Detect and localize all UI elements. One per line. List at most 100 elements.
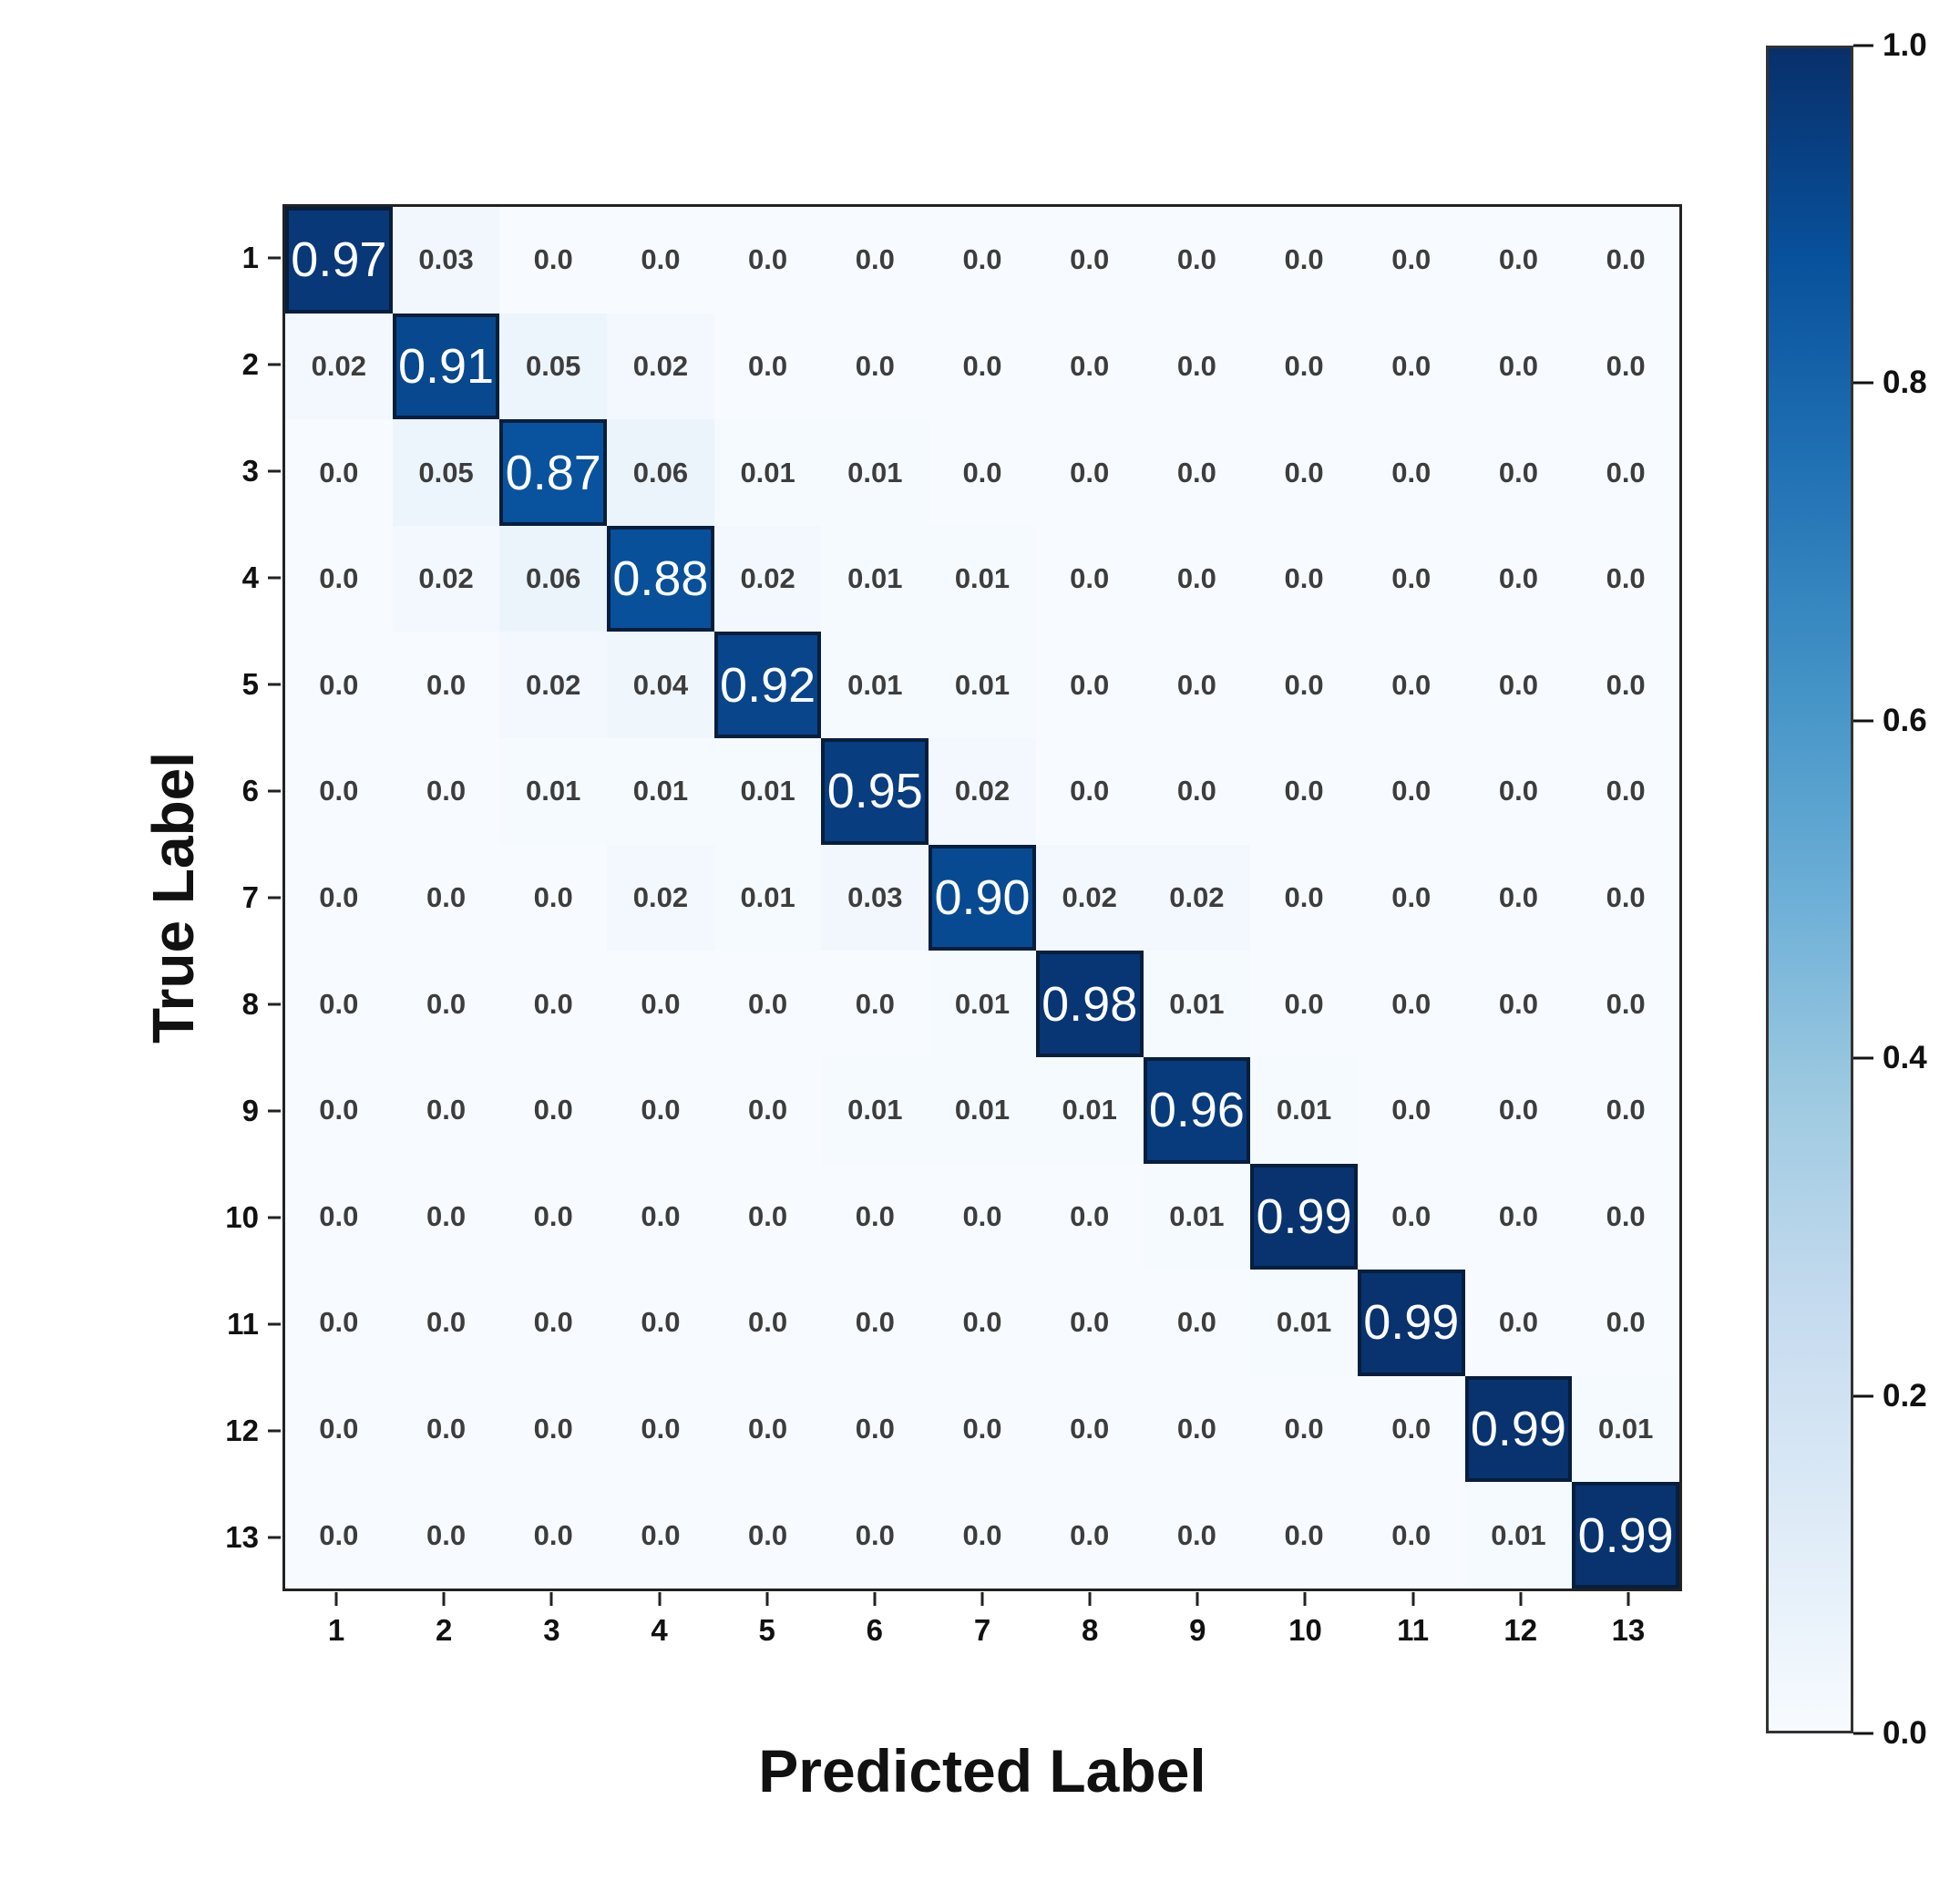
matrix-cell-r5c1: 0.0 [285, 632, 393, 739]
matrix-cell-r3c1: 0.0 [285, 419, 393, 526]
matrix-cell-r12c7: 0.0 [929, 1375, 1036, 1483]
matrix-cell-r6c1: 0.0 [285, 738, 393, 845]
matrix-cell-r4c4: 0.88 [607, 525, 714, 632]
matrix-cell-r4c8: 0.0 [1035, 525, 1144, 632]
x-tick-mark-11 [1411, 1592, 1415, 1606]
colorbar-tick-mark-0.2 [1853, 1394, 1873, 1398]
matrix-cell-r4c5: 0.02 [713, 525, 822, 632]
matrix-cell-r13c6: 0.0 [821, 1482, 929, 1589]
x-tick-label-12: 12 [1503, 1613, 1538, 1647]
matrix-cell-r3c12: 0.0 [1464, 419, 1573, 526]
matrix-cell-r5c3: 0.02 [499, 632, 608, 739]
y-tick-mark-13 [268, 1536, 281, 1539]
x-tick-label-11: 11 [1397, 1613, 1430, 1647]
matrix-cell-r8c13: 0.0 [1572, 951, 1679, 1057]
matrix-cell-r9c13: 0.0 [1572, 1056, 1679, 1164]
matrix-cell-r10c13: 0.0 [1572, 1163, 1679, 1270]
x-tick-mark-3 [549, 1592, 553, 1606]
y-tick-mark-5 [268, 683, 281, 686]
matrix-cell-r4c6: 0.01 [821, 525, 929, 632]
matrix-cell-r9c7: 0.01 [929, 1056, 1036, 1164]
y-tick-label-6: 6 [241, 773, 259, 807]
y-tick-label-8: 8 [241, 987, 259, 1022]
matrix-cell-r8c11: 0.0 [1357, 951, 1465, 1057]
matrix-cell-r12c13: 0.01 [1572, 1375, 1679, 1483]
matrix-cell-r12c12: 0.99 [1464, 1375, 1573, 1483]
matrix-cell-r7c4: 0.02 [607, 844, 714, 951]
matrix-cell-r2c4: 0.02 [607, 313, 714, 420]
matrix-cell-r7c7: 0.90 [929, 844, 1036, 951]
matrix-cell-r12c3: 0.0 [499, 1375, 608, 1483]
matrix-cell-r11c6: 0.0 [821, 1270, 929, 1376]
matrix-cell-r6c8: 0.0 [1035, 738, 1144, 845]
matrix-cell-r2c11: 0.0 [1357, 313, 1465, 420]
matrix-cell-r9c11: 0.0 [1357, 1056, 1465, 1164]
y-tick-label-9: 9 [241, 1094, 259, 1128]
matrix-cell-r1c11: 0.0 [1357, 207, 1465, 314]
matrix-cell-r7c10: 0.0 [1250, 844, 1358, 951]
colorbar-tick-label-0.6: 0.6 [1883, 702, 1927, 738]
matrix-cell-r12c5: 0.0 [713, 1375, 822, 1483]
matrix-cell-r8c1: 0.0 [285, 951, 393, 1057]
x-tick-mark-13 [1626, 1592, 1630, 1606]
matrix-cell-r6c4: 0.01 [607, 738, 714, 845]
matrix-cell-r13c5: 0.0 [713, 1482, 822, 1589]
matrix-cell-r2c10: 0.0 [1250, 313, 1358, 420]
matrix-cell-r9c6: 0.01 [821, 1056, 929, 1164]
y-tick-label-7: 7 [241, 880, 259, 914]
matrix-cell-r4c10: 0.0 [1250, 525, 1358, 632]
matrix-cell-r4c13: 0.0 [1572, 525, 1679, 632]
matrix-cell-r6c5: 0.01 [713, 738, 822, 845]
x-tick-label-8: 8 [1081, 1613, 1099, 1647]
matrix-cell-r6c2: 0.0 [392, 738, 500, 845]
y-tick-mark-9 [268, 1109, 281, 1113]
matrix-cell-r1c1: 0.97 [285, 207, 393, 314]
matrix-cell-r10c7: 0.0 [929, 1163, 1036, 1270]
matrix-cell-r13c3: 0.0 [499, 1482, 608, 1589]
matrix-cell-r3c4: 0.06 [607, 419, 714, 526]
y-tick-mark-1 [268, 256, 281, 260]
matrix-cell-r11c4: 0.0 [607, 1270, 714, 1376]
matrix-cell-r7c3: 0.0 [499, 844, 608, 951]
matrix-cell-r13c1: 0.0 [285, 1482, 393, 1589]
colorbar-tick-mark-0.0 [1853, 1732, 1873, 1735]
matrix-cell-r12c4: 0.0 [607, 1375, 714, 1483]
matrix-cell-r12c6: 0.0 [821, 1375, 929, 1483]
matrix-cell-r8c3: 0.0 [499, 951, 608, 1057]
matrix-cell-r4c2: 0.02 [392, 525, 500, 632]
matrix-cell-r11c11: 0.99 [1357, 1270, 1465, 1376]
matrix-cell-r7c2: 0.0 [392, 844, 500, 951]
matrix-cell-r13c4: 0.0 [607, 1482, 714, 1589]
matrix-cell-r11c10: 0.01 [1250, 1270, 1358, 1376]
matrix-cell-r7c11: 0.0 [1357, 844, 1465, 951]
matrix-cell-r13c13: 0.99 [1572, 1482, 1679, 1589]
x-tick-label-5: 5 [758, 1613, 775, 1647]
matrix-cell-r5c4: 0.04 [607, 632, 714, 739]
matrix-cell-r9c9: 0.96 [1143, 1056, 1251, 1164]
matrix-cell-r11c3: 0.0 [499, 1270, 608, 1376]
colorbar-tick-mark-0.8 [1853, 381, 1873, 385]
matrix-cell-r4c9: 0.0 [1143, 525, 1251, 632]
x-tick-label-2: 2 [436, 1613, 453, 1647]
matrix-cell-r2c6: 0.0 [821, 313, 929, 420]
matrix-cell-r3c9: 0.0 [1143, 419, 1251, 526]
y-tick-label-13: 13 [225, 1520, 259, 1555]
matrix-cell-r7c5: 0.01 [713, 844, 822, 951]
y-tick-mark-6 [268, 789, 281, 793]
x-tick-mark-7 [980, 1592, 984, 1606]
matrix-cell-r1c8: 0.0 [1035, 207, 1144, 314]
y-tick-label-3: 3 [241, 453, 259, 488]
matrix-cell-r6c6: 0.95 [821, 738, 929, 845]
x-tick-label-1: 1 [327, 1613, 345, 1647]
matrix-cell-r9c10: 0.01 [1250, 1056, 1358, 1164]
matrix-cell-r1c4: 0.0 [607, 207, 714, 314]
matrix-cell-r1c6: 0.0 [821, 207, 929, 314]
matrix-cell-r1c13: 0.0 [1572, 207, 1679, 314]
matrix-cell-r8c12: 0.0 [1464, 951, 1573, 1057]
matrix-cell-r10c5: 0.0 [713, 1163, 822, 1270]
matrix-cell-r5c5: 0.92 [713, 632, 822, 739]
matrix-cell-r3c5: 0.01 [713, 419, 822, 526]
y-tick-label-2: 2 [241, 346, 259, 381]
matrix-cell-r10c2: 0.0 [392, 1163, 500, 1270]
